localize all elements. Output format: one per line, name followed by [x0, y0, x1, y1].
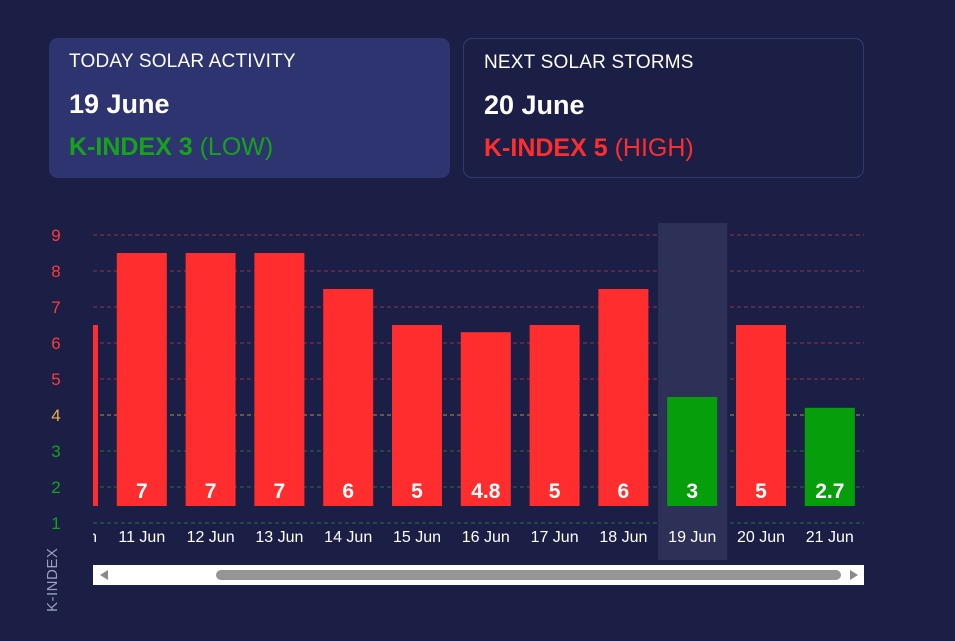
today-card-heading: TODAY SOLAR ACTIVITY [69, 51, 296, 72]
y-axis-label: K-INDEX [44, 547, 61, 612]
bar-value-label: 5 [67, 480, 79, 503]
y-tick-label: 2 [51, 478, 60, 497]
today-k-index: K-INDEX 3 (LOW) [69, 133, 430, 161]
next-k-index-value: K-INDEX 5 [484, 134, 608, 162]
today-solar-activity-card: TODAY SOLAR ACTIVITY 19 June K-INDEX 3 (… [49, 38, 450, 178]
x-tick-label: 10 Jun [49, 529, 97, 546]
bar [667, 397, 718, 506]
bar [323, 289, 374, 506]
bar-value-label: 6 [342, 480, 354, 503]
x-tick-label: 19 Jun [668, 529, 716, 546]
bar [116, 253, 167, 506]
bar-value-label: 5 [755, 480, 767, 503]
x-tick-label: 16 Jun [462, 529, 510, 546]
y-tick-label: 4 [51, 406, 60, 425]
bar-value-label: 7 [274, 480, 286, 503]
y-tick-label: 8 [51, 262, 60, 281]
y-tick-label: 3 [51, 442, 60, 461]
bar [392, 325, 442, 506]
y-tick-label: 5 [51, 370, 60, 389]
x-tick-label: 17 Jun [531, 529, 579, 546]
scroll-right-arrow-icon[interactable] [850, 570, 858, 580]
highlight-column [658, 223, 728, 560]
bar [736, 325, 786, 506]
x-tick-label: 18 Jun [599, 529, 647, 546]
y-tick-label: 1 [51, 514, 60, 533]
x-tick-label: 12 Jun [187, 529, 235, 546]
next-k-index-level: (HIGH) [614, 134, 694, 162]
next-k-index: K-INDEX 5 (HIGH) [484, 134, 843, 162]
bar-value-label: 5 [549, 480, 561, 503]
bar [254, 253, 305, 506]
bar [529, 325, 580, 506]
bar [598, 289, 649, 506]
x-tick-label: 20 Jun [737, 529, 785, 546]
today-k-index-value: K-INDEX 3 [69, 133, 193, 161]
bar-value-label: 6 [618, 480, 630, 503]
bar-value-label: 3 [686, 480, 698, 503]
bar-value-label: 2.7 [815, 480, 844, 503]
bar-value-label: 4.8 [471, 480, 501, 503]
chart-horizontal-scrollbar[interactable] [93, 565, 864, 585]
next-card-heading: NEXT SOLAR STORMS [484, 52, 694, 73]
y-tick-label: 9 [51, 226, 60, 245]
scrollbar-thumb[interactable] [216, 570, 841, 580]
next-solar-storms-card: NEXT SOLAR STORMS 20 June K-INDEX 5 (HIG… [463, 38, 864, 178]
today-card-date: 19 June [69, 89, 170, 119]
x-tick-label: 14 Jun [324, 529, 372, 546]
bar [185, 253, 236, 506]
x-tick-label: 15 Jun [393, 529, 441, 546]
bar-value-label: 7 [205, 480, 217, 503]
plot-area: 5 10 Jun 7 11 Jun 7 12 Jun 7 13 Jun 6 14 Jun 5 15 J… [49, 223, 855, 560]
y-tick-label: 6 [51, 334, 60, 353]
x-tick-label: 21 Jun [806, 529, 854, 546]
next-card-date: 20 June [484, 90, 585, 120]
bar-value-label: 5 [411, 480, 423, 503]
scroll-left-arrow-icon[interactable] [100, 570, 108, 580]
today-k-index-level: (LOW) [199, 133, 274, 161]
bar [804, 407, 855, 506]
bar [460, 332, 511, 506]
bar [93, 325, 98, 506]
x-tick-label: 11 Jun [118, 529, 165, 546]
y-tick-label: 7 [51, 298, 60, 317]
x-tick-label: 13 Jun [255, 529, 303, 546]
bar-value-label: 7 [136, 480, 148, 503]
